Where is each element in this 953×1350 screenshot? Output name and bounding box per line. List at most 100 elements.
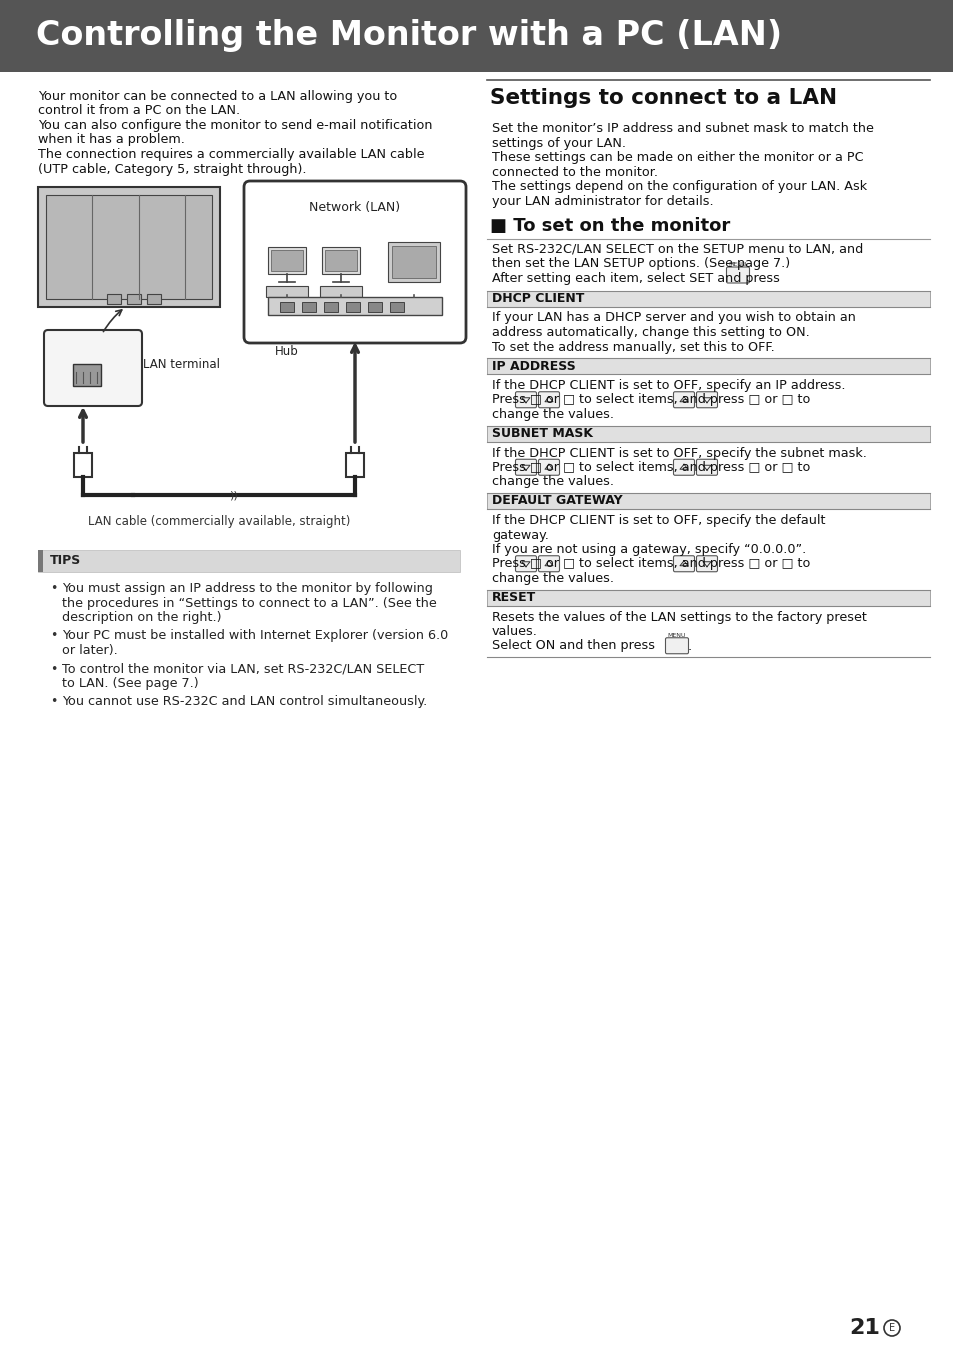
FancyBboxPatch shape [673, 459, 694, 475]
FancyBboxPatch shape [38, 188, 220, 306]
Text: If your LAN has a DHCP server and you wish to obtain an: If your LAN has a DHCP server and you wi… [492, 312, 855, 324]
FancyBboxPatch shape [244, 181, 465, 343]
Text: Controlling the Monitor with a PC (LAN): Controlling the Monitor with a PC (LAN) [36, 19, 781, 53]
FancyBboxPatch shape [73, 364, 101, 386]
Text: change the values.: change the values. [492, 572, 614, 585]
Text: .: . [747, 271, 751, 285]
FancyBboxPatch shape [515, 459, 536, 475]
Text: address automatically, change this setting to ON.: address automatically, change this setti… [492, 325, 809, 339]
Text: SUBNET MASK: SUBNET MASK [492, 427, 593, 440]
Text: connected to the monitor.: connected to the monitor. [492, 166, 658, 178]
Text: DHCP CLIENT: DHCP CLIENT [492, 292, 584, 305]
Text: Your monitor can be connected to a LAN allowing you to: Your monitor can be connected to a LAN a… [38, 90, 396, 103]
FancyBboxPatch shape [280, 302, 294, 312]
Text: •: • [50, 582, 57, 595]
Text: Hub: Hub [274, 346, 298, 358]
FancyBboxPatch shape [486, 590, 929, 606]
FancyBboxPatch shape [486, 290, 929, 306]
FancyBboxPatch shape [302, 302, 315, 312]
FancyBboxPatch shape [486, 358, 929, 374]
FancyBboxPatch shape [515, 556, 536, 572]
Text: These settings can be made on either the monitor or a PC: These settings can be made on either the… [492, 151, 862, 163]
FancyBboxPatch shape [148, 294, 161, 304]
FancyBboxPatch shape [322, 247, 359, 274]
Text: control it from a PC on the LAN.: control it from a PC on the LAN. [38, 104, 240, 117]
FancyBboxPatch shape [74, 454, 91, 477]
Text: •: • [50, 629, 57, 643]
FancyBboxPatch shape [38, 549, 43, 572]
Text: .: . [687, 640, 691, 652]
Text: You cannot use RS-232C and LAN control simultaneously.: You cannot use RS-232C and LAN control s… [62, 695, 427, 709]
Text: Network (LAN): Network (LAN) [309, 201, 400, 215]
FancyBboxPatch shape [486, 493, 929, 509]
Text: RESET: RESET [492, 591, 536, 603]
FancyBboxPatch shape [46, 194, 212, 298]
FancyBboxPatch shape [388, 242, 439, 282]
Text: Your PC must be installed with Internet Explorer (version 6.0: Your PC must be installed with Internet … [62, 629, 448, 643]
Text: Press □ or □ to select items, and press □ or □ to: Press □ or □ to select items, and press … [492, 460, 809, 474]
FancyBboxPatch shape [268, 247, 306, 274]
Text: LAN cable (commercially available, straight): LAN cable (commercially available, strai… [88, 514, 350, 528]
Text: ■ To set on the monitor: ■ To set on the monitor [490, 217, 729, 235]
Text: Set the monitor’s IP address and subnet mask to match the: Set the monitor’s IP address and subnet … [492, 122, 873, 135]
FancyBboxPatch shape [319, 286, 361, 297]
Text: E: E [888, 1323, 894, 1332]
FancyBboxPatch shape [271, 250, 303, 271]
FancyBboxPatch shape [266, 286, 308, 297]
Text: TIPS: TIPS [50, 555, 81, 567]
Text: To set the address manually, set this to OFF.: To set the address manually, set this to… [492, 340, 774, 354]
FancyBboxPatch shape [38, 549, 459, 572]
Text: Select ON and then press: Select ON and then press [492, 640, 655, 652]
Text: The settings depend on the configuration of your LAN. Ask: The settings depend on the configuration… [492, 180, 866, 193]
FancyBboxPatch shape [268, 297, 441, 315]
FancyBboxPatch shape [537, 392, 558, 408]
Text: Settings to connect to a LAN: Settings to connect to a LAN [490, 88, 836, 108]
FancyBboxPatch shape [537, 459, 558, 475]
Text: Resets the values of the LAN settings to the factory preset: Resets the values of the LAN settings to… [492, 610, 866, 624]
Text: gateway.: gateway. [492, 528, 548, 541]
FancyBboxPatch shape [0, 0, 953, 72]
Text: then set the LAN SETUP options. (See page 7.): then set the LAN SETUP options. (See pag… [492, 258, 789, 270]
FancyBboxPatch shape [128, 294, 141, 304]
Text: Press □ or □ to select items, and press □ or □ to: Press □ or □ to select items, and press … [492, 558, 809, 571]
Text: when it has a problem.: when it has a problem. [38, 134, 185, 147]
Text: MENU: MENU [728, 262, 746, 267]
Text: Press □ or □ to select items, and press □ or □ to: Press □ or □ to select items, and press … [492, 393, 809, 406]
Text: If the DHCP CLIENT is set to OFF, specify the subnet mask.: If the DHCP CLIENT is set to OFF, specif… [492, 447, 866, 459]
FancyBboxPatch shape [324, 302, 337, 312]
Text: You can also configure the monitor to send e-mail notification: You can also configure the monitor to se… [38, 119, 432, 132]
Text: or later).: or later). [62, 644, 117, 657]
FancyBboxPatch shape [696, 392, 717, 408]
Text: 21: 21 [848, 1318, 879, 1338]
Text: change the values.: change the values. [492, 475, 614, 489]
Text: to LAN. (See page 7.): to LAN. (See page 7.) [62, 676, 198, 690]
FancyBboxPatch shape [673, 556, 694, 572]
Text: If the DHCP CLIENT is set to OFF, specify the default: If the DHCP CLIENT is set to OFF, specif… [492, 514, 824, 526]
Text: LAN terminal: LAN terminal [143, 358, 220, 371]
Text: DEFAULT GATEWAY: DEFAULT GATEWAY [492, 494, 622, 508]
FancyBboxPatch shape [346, 454, 364, 477]
Text: )): )) [229, 490, 237, 500]
Text: settings of your LAN.: settings of your LAN. [492, 136, 625, 150]
Text: •: • [50, 695, 57, 709]
FancyBboxPatch shape [486, 425, 929, 441]
Text: the procedures in “Settings to connect to a LAN”. (See the: the procedures in “Settings to connect t… [62, 597, 436, 609]
Text: If the DHCP CLIENT is set to OFF, specify an IP address.: If the DHCP CLIENT is set to OFF, specif… [492, 379, 844, 391]
FancyBboxPatch shape [390, 302, 403, 312]
Text: your LAN administrator for details.: your LAN administrator for details. [492, 194, 713, 208]
FancyBboxPatch shape [108, 294, 121, 304]
FancyBboxPatch shape [368, 302, 381, 312]
Text: MENU: MENU [667, 633, 685, 639]
FancyBboxPatch shape [392, 246, 436, 278]
Text: •: • [50, 663, 57, 675]
Text: After setting each item, select SET and press: After setting each item, select SET and … [492, 271, 779, 285]
Text: IP ADDRESS: IP ADDRESS [492, 359, 576, 373]
FancyBboxPatch shape [537, 556, 558, 572]
Text: To control the monitor via LAN, set RS-232C/LAN SELECT: To control the monitor via LAN, set RS-2… [62, 663, 424, 675]
Text: You must assign an IP address to the monitor by following: You must assign an IP address to the mon… [62, 582, 433, 595]
Text: values.: values. [492, 625, 537, 639]
FancyBboxPatch shape [325, 250, 356, 271]
Text: (UTP cable, Category 5, straight through).: (UTP cable, Category 5, straight through… [38, 162, 306, 176]
FancyBboxPatch shape [696, 556, 717, 572]
Text: If you are not using a gateway, specify “0.0.0.0”.: If you are not using a gateway, specify … [492, 543, 805, 556]
